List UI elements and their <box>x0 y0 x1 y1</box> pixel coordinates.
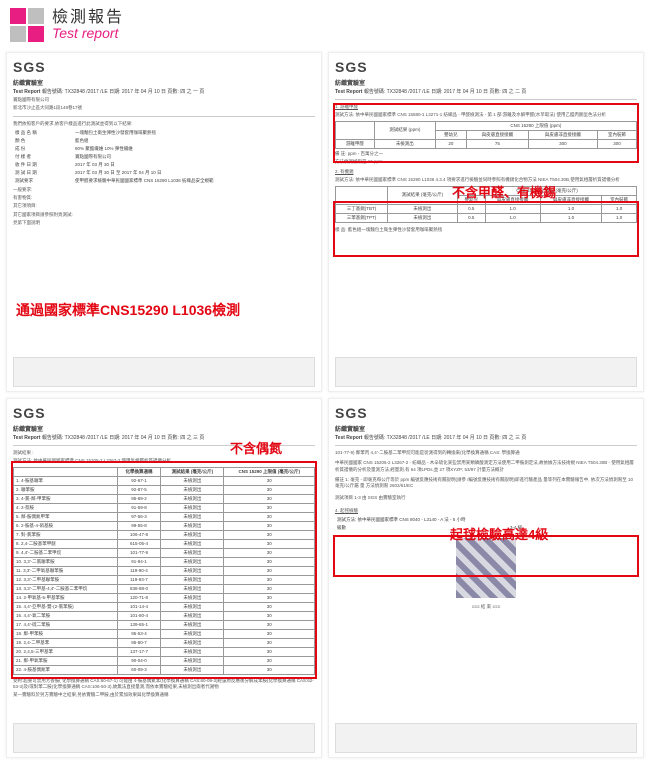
section-4: 4. 起毬檢驗 <box>335 508 637 514</box>
footnote: 某一實驗料於另方實驗中之結果,另依實驗二甲胺,由於累加效果與化學換算通稱 <box>13 692 315 698</box>
annotation-cns: 通過國家標準CNS15290 L1036檢測 <box>16 300 240 320</box>
table-row: 13. 3,3'-二甲基-4,4'-二胺基二苯甲烷838-88-0未檢測出30 <box>14 584 315 593</box>
report-2: SGS 紡織實驗室 Test Report 報告號碼: TX32848 /201… <box>328 52 644 392</box>
report-label: Test Report <box>335 89 362 95</box>
table-row: 4. 2-萘胺91-59-8未檢測出30 <box>14 503 315 512</box>
address: 新北市沙止區大同路1段148巷17號 <box>13 105 315 111</box>
intro: 我們依照客戶的要求,依客戶樣品進行此測試並得到以下結果: <box>13 121 315 127</box>
report-no: 報告號碼: TX32848 /2017 /LE 日期: 2017 年 04 月 … <box>364 89 527 95</box>
page-header: 檢測報告 Test report <box>0 0 650 50</box>
table-row: 17. 4,4'-硫二苯胺139-65-1未檢測出30 <box>14 620 315 629</box>
sgs-logo: SGS <box>335 405 637 421</box>
company: 賞點國際有限公司 <box>13 97 315 103</box>
report-4: SGS 紡織實驗室 Test Report 報告號碼: TX32848 /201… <box>328 398 644 758</box>
table-row: 5. 鄰-胺偶氮甲苯97-56-3未檢測出30 <box>14 512 315 521</box>
note: 備 註: ppm - 百萬分之一 <box>335 151 637 157</box>
header-title-en: Test report <box>52 26 124 41</box>
table-row: 11. 3,3'-二甲氧基聯苯胺119-90-4未檢測出30 <box>14 566 315 575</box>
report-no: 報告號碼: TX32848 /2017 /LE 日期: 2017 年 04 月 … <box>42 89 205 95</box>
method: 測試方法: 依中華民國國家標準 CNS 15205-2 L3267-2 使用氣相… <box>13 458 315 464</box>
table-row: 7. 對-氯苯胺106-47-8未檢測出30 <box>14 530 315 539</box>
table-row: 9. 4,4'-二胺基二苯甲烷101-77-9未檢測出30 <box>14 548 315 557</box>
footnote: 受約:超重可禁用芳香胺( 化學換算通稱 CAS:60-67-1) 可能由 4-胺… <box>13 678 315 691</box>
fabric-swatch-image <box>456 538 516 598</box>
table-row: 12. 3,3'-二甲基聯苯胺119-93-7未檢測出30 <box>14 575 315 584</box>
report-no: 報告號碼: TX32848 /2017 /LE 日期: 2017 年 04 月 … <box>42 435 205 441</box>
method-1: 測試方法: 依中華民國國家標準 CNS 15580-1 L3271-1 紡織品 … <box>335 112 637 118</box>
sgs-logo: SGS <box>335 59 637 75</box>
sample-desc: 樣 品: 藍色組一塊麵包土衛生彈性沙發套用咖啡聚熱毯 <box>335 227 637 233</box>
section-1: 1. 游離甲醛 <box>335 104 637 110</box>
lab-name: 紡織實驗室 <box>335 78 637 87</box>
para: 101-77-9) 鄰苯丙 4,4'-二胺基二苯甲烷可能是從測得到的轉換來(化學… <box>335 450 637 456</box>
section-2: 2. 有機錫 <box>335 169 637 175</box>
sgs-logo: SGS <box>13 405 315 421</box>
report-label: Test Report <box>13 89 40 95</box>
table-row: 6. 2-胺基-4-硝基胺99-55-8未檢測出30 <box>14 521 315 530</box>
end-marker: ≡≡≡ 結 束 ≡≡≡ <box>335 604 637 610</box>
logo-icon <box>10 8 44 42</box>
lab-name: 紡織實驗室 <box>13 424 315 433</box>
exec: 測試項目 1-3 由 SGS 由實驗室執行 <box>335 495 637 501</box>
report-footer <box>335 723 637 753</box>
note: 方法偵測極限是 16 ppm <box>335 159 637 165</box>
header-title-cn: 檢測報告 <box>52 9 124 27</box>
table-row: 20. 2,4,5-三甲基苯137-17-7未檢測出30 <box>14 647 315 656</box>
table-azo: 化學換算通稱 測試結果 (毫克/公斤) CNS 15290 上限值 (毫克/公斤… <box>13 467 315 675</box>
table-row: 22. 4-胺基偶氮苯60-09-3未檢測出30 <box>14 665 315 674</box>
table-row: 19. 2,4-二甲基苯95-80-7未檢測出30 <box>14 638 315 647</box>
lab-name: 紡織實驗室 <box>13 78 315 87</box>
lab-name: 紡織實驗室 <box>335 424 637 433</box>
table-row: 16. 4,4'-氧二苯胺101-80-4未檢測出30 <box>14 611 315 620</box>
table-row: 14. 2-甲氧基-5-甲基苯胺120-71-8未檢測出30 <box>14 593 315 602</box>
para: 中華民國國家 CNS 15205-2 L3267-2 - 紡織品 - 木辛硫化某… <box>335 460 637 473</box>
report-footer <box>13 723 315 753</box>
table-row: 18. 鄰-甲苯胺95-53-4未檢測出30 <box>14 629 315 638</box>
extra-line: 見第下面說明 <box>13 220 315 226</box>
info-table: 樣 品 名 稱一塊麵包土衛生彈性沙發套用咖啡聚熱毯 顏 色藍色組 成 份90% … <box>13 129 315 185</box>
annotation-formaldehyde: 不含甲醛、有機錫 <box>452 182 556 201</box>
reports-grid: SGS 紡織實驗室 Test Report 報告號碼: TX32848 /201… <box>0 50 650 760</box>
extra-line: 有害物質: <box>13 195 315 201</box>
report-1: SGS 紡織實驗室 Test Report 報告號碼: TX32848 /201… <box>6 52 322 392</box>
report-no: 報告號碼: TX32848 /2017 /LE 日期: 2017 年 04 月 … <box>364 435 527 441</box>
table-row: 15. 4,4'-亞甲基-雙-(2-氯苯胺)101-14-4未檢測出30 <box>14 602 315 611</box>
report-label: Test Report <box>13 435 40 441</box>
table-row: 2. 聯苯胺92-87-5未檢測出30 <box>14 485 315 494</box>
extra-line: 其它國家項目請參照附頁測試: <box>13 212 315 218</box>
report-label: Test Report <box>335 435 362 441</box>
report-footer <box>13 357 315 387</box>
sgs-logo: SGS <box>13 59 315 75</box>
report-footer <box>335 357 637 387</box>
table-row: 3. 4-氯-鄰-甲苯胺95-69-2未檢測出30 <box>14 494 315 503</box>
annotation-pilling: 起毬檢驗高達4級 <box>450 524 548 543</box>
para: 備註 1: 毫克 - 即毫克每公斤等於 ppm 編號反應技術有關說明(請參 /編… <box>335 477 637 490</box>
table-row: 21. 鄰-甲氧苯胺90-04-0未檢測出30 <box>14 656 315 665</box>
extra-line: 其它項項目: <box>13 203 315 209</box>
table-row: 8. 2,4-二胺基苯甲醚615-05-4未檢測出30 <box>14 539 315 548</box>
table-row: 10. 3,3'-二氯聯苯胺91-94-1未檢測出30 <box>14 557 315 566</box>
table-row: 1. 4-胺基聯苯92-67-1未檢測出30 <box>14 476 315 485</box>
annotation-azo: 不含偶氮 <box>230 438 282 457</box>
extra-line: 一般要求: <box>13 187 315 193</box>
table-formaldehyde: 測試結果 (ppm) CNS 15290 上限值 (ppm) 嬰幼兒 與皮膚直接… <box>335 121 637 149</box>
